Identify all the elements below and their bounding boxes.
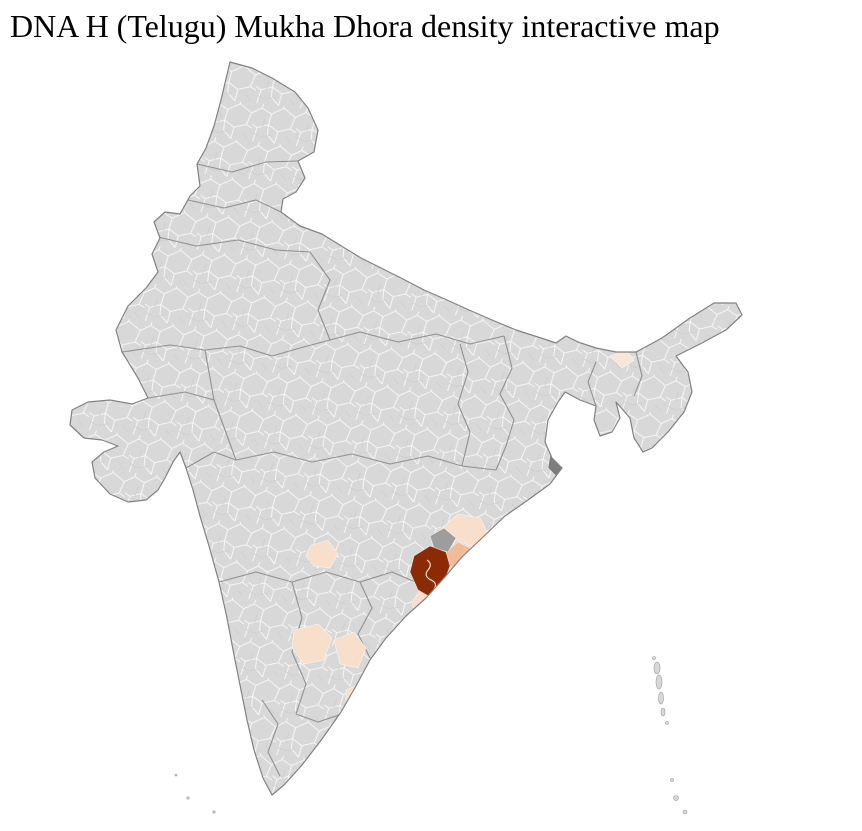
district-density-low-odisha-coast[interactable]: [461, 561, 489, 593]
andaman-island[interactable]: [665, 721, 669, 725]
district-neutral-mid[interactable]: [429, 527, 457, 553]
lakshadweep-island[interactable]: [186, 796, 190, 800]
state-boundaries: [121, 160, 643, 777]
andaman-island[interactable]: [652, 656, 656, 660]
nicobar-island[interactable]: [670, 778, 674, 782]
andaman-island[interactable]: [658, 691, 664, 705]
district-density-low-telangana[interactable]: [305, 539, 339, 569]
andaman-island[interactable]: [660, 707, 666, 717]
lakshadweep-island[interactable]: [212, 810, 216, 814]
andaman-island[interactable]: [653, 661, 661, 675]
nicobar-island[interactable]: [682, 809, 688, 815]
district-density-low-rayalaseema-east[interactable]: [333, 631, 367, 669]
district-density-low-rayalaseema-west[interactable]: [291, 623, 333, 665]
andaman-island[interactable]: [655, 674, 663, 690]
page-title: DNA H (Telugu) Mukha Dhora density inter…: [10, 8, 720, 44]
nicobar-island[interactable]: [673, 795, 679, 801]
lakshadweep-island[interactable]: [174, 773, 178, 777]
district-texture: [70, 62, 742, 795]
island-chains[interactable]: [174, 656, 688, 815]
district-inner-boundary: [425, 559, 436, 590]
